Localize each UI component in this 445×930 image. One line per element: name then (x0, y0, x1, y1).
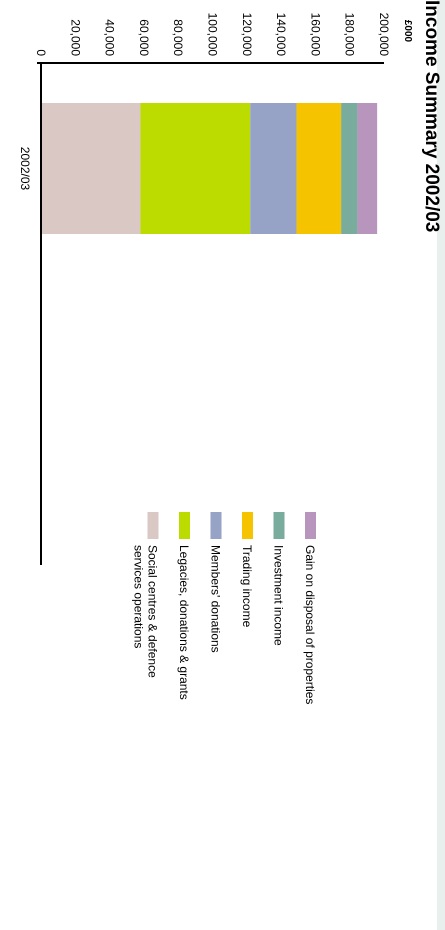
y-axis-ticks: 0 20,000 40,000 60,000 80,000 100,000 120,000 1… (34, 13, 391, 57)
legend-label: Legacies, donations & grants (177, 545, 191, 700)
legend-label: Gain on disposal of properties (303, 545, 317, 704)
legend-swatch (273, 512, 285, 539)
x-axis-labels: 2002/03 (18, 147, 32, 191)
y-tick-label: 60,000 (137, 19, 151, 56)
chart-title: Income Summary 2002/03 (421, 0, 442, 232)
legend-swatch (147, 512, 159, 539)
legend-swatch (242, 512, 253, 539)
x-category-label: 2002/03 (18, 147, 32, 191)
bar-segment (357, 103, 378, 234)
y-tick-label: 180,000 (343, 13, 357, 57)
bar-segment (140, 103, 251, 234)
y-tick-label: 80,000 (171, 19, 185, 56)
y-axis-unit-label: £000 (402, 20, 413, 43)
y-tick-label: 120,000 (240, 13, 254, 57)
y-tick-label: 0 (34, 49, 48, 56)
legend-label: Investment income (272, 545, 286, 646)
bar-segments (41, 103, 378, 234)
legend-swatch (305, 512, 316, 539)
bar-segment (41, 103, 141, 234)
legend-swatch (210, 512, 222, 539)
y-tick-label: 140,000 (274, 13, 288, 57)
y-tick-label: 100,000 (206, 13, 220, 57)
bar-segment (296, 103, 342, 234)
bar-segment (250, 103, 297, 234)
legend-swatch (179, 512, 190, 539)
y-tick-label: 40,000 (103, 19, 117, 56)
y-tick-label: 20,000 (68, 19, 82, 56)
legend-label: Trading income (240, 545, 254, 628)
legend-label: Social centres & defenceservices operati… (132, 545, 160, 678)
y-tick-label: 160,000 (308, 13, 322, 57)
bar-segment (341, 103, 358, 234)
legend: Gain on disposal of properties Investment… (132, 512, 317, 704)
y-tick-label: 200,000 (377, 13, 391, 57)
legend-label: Members' donations (209, 545, 223, 653)
